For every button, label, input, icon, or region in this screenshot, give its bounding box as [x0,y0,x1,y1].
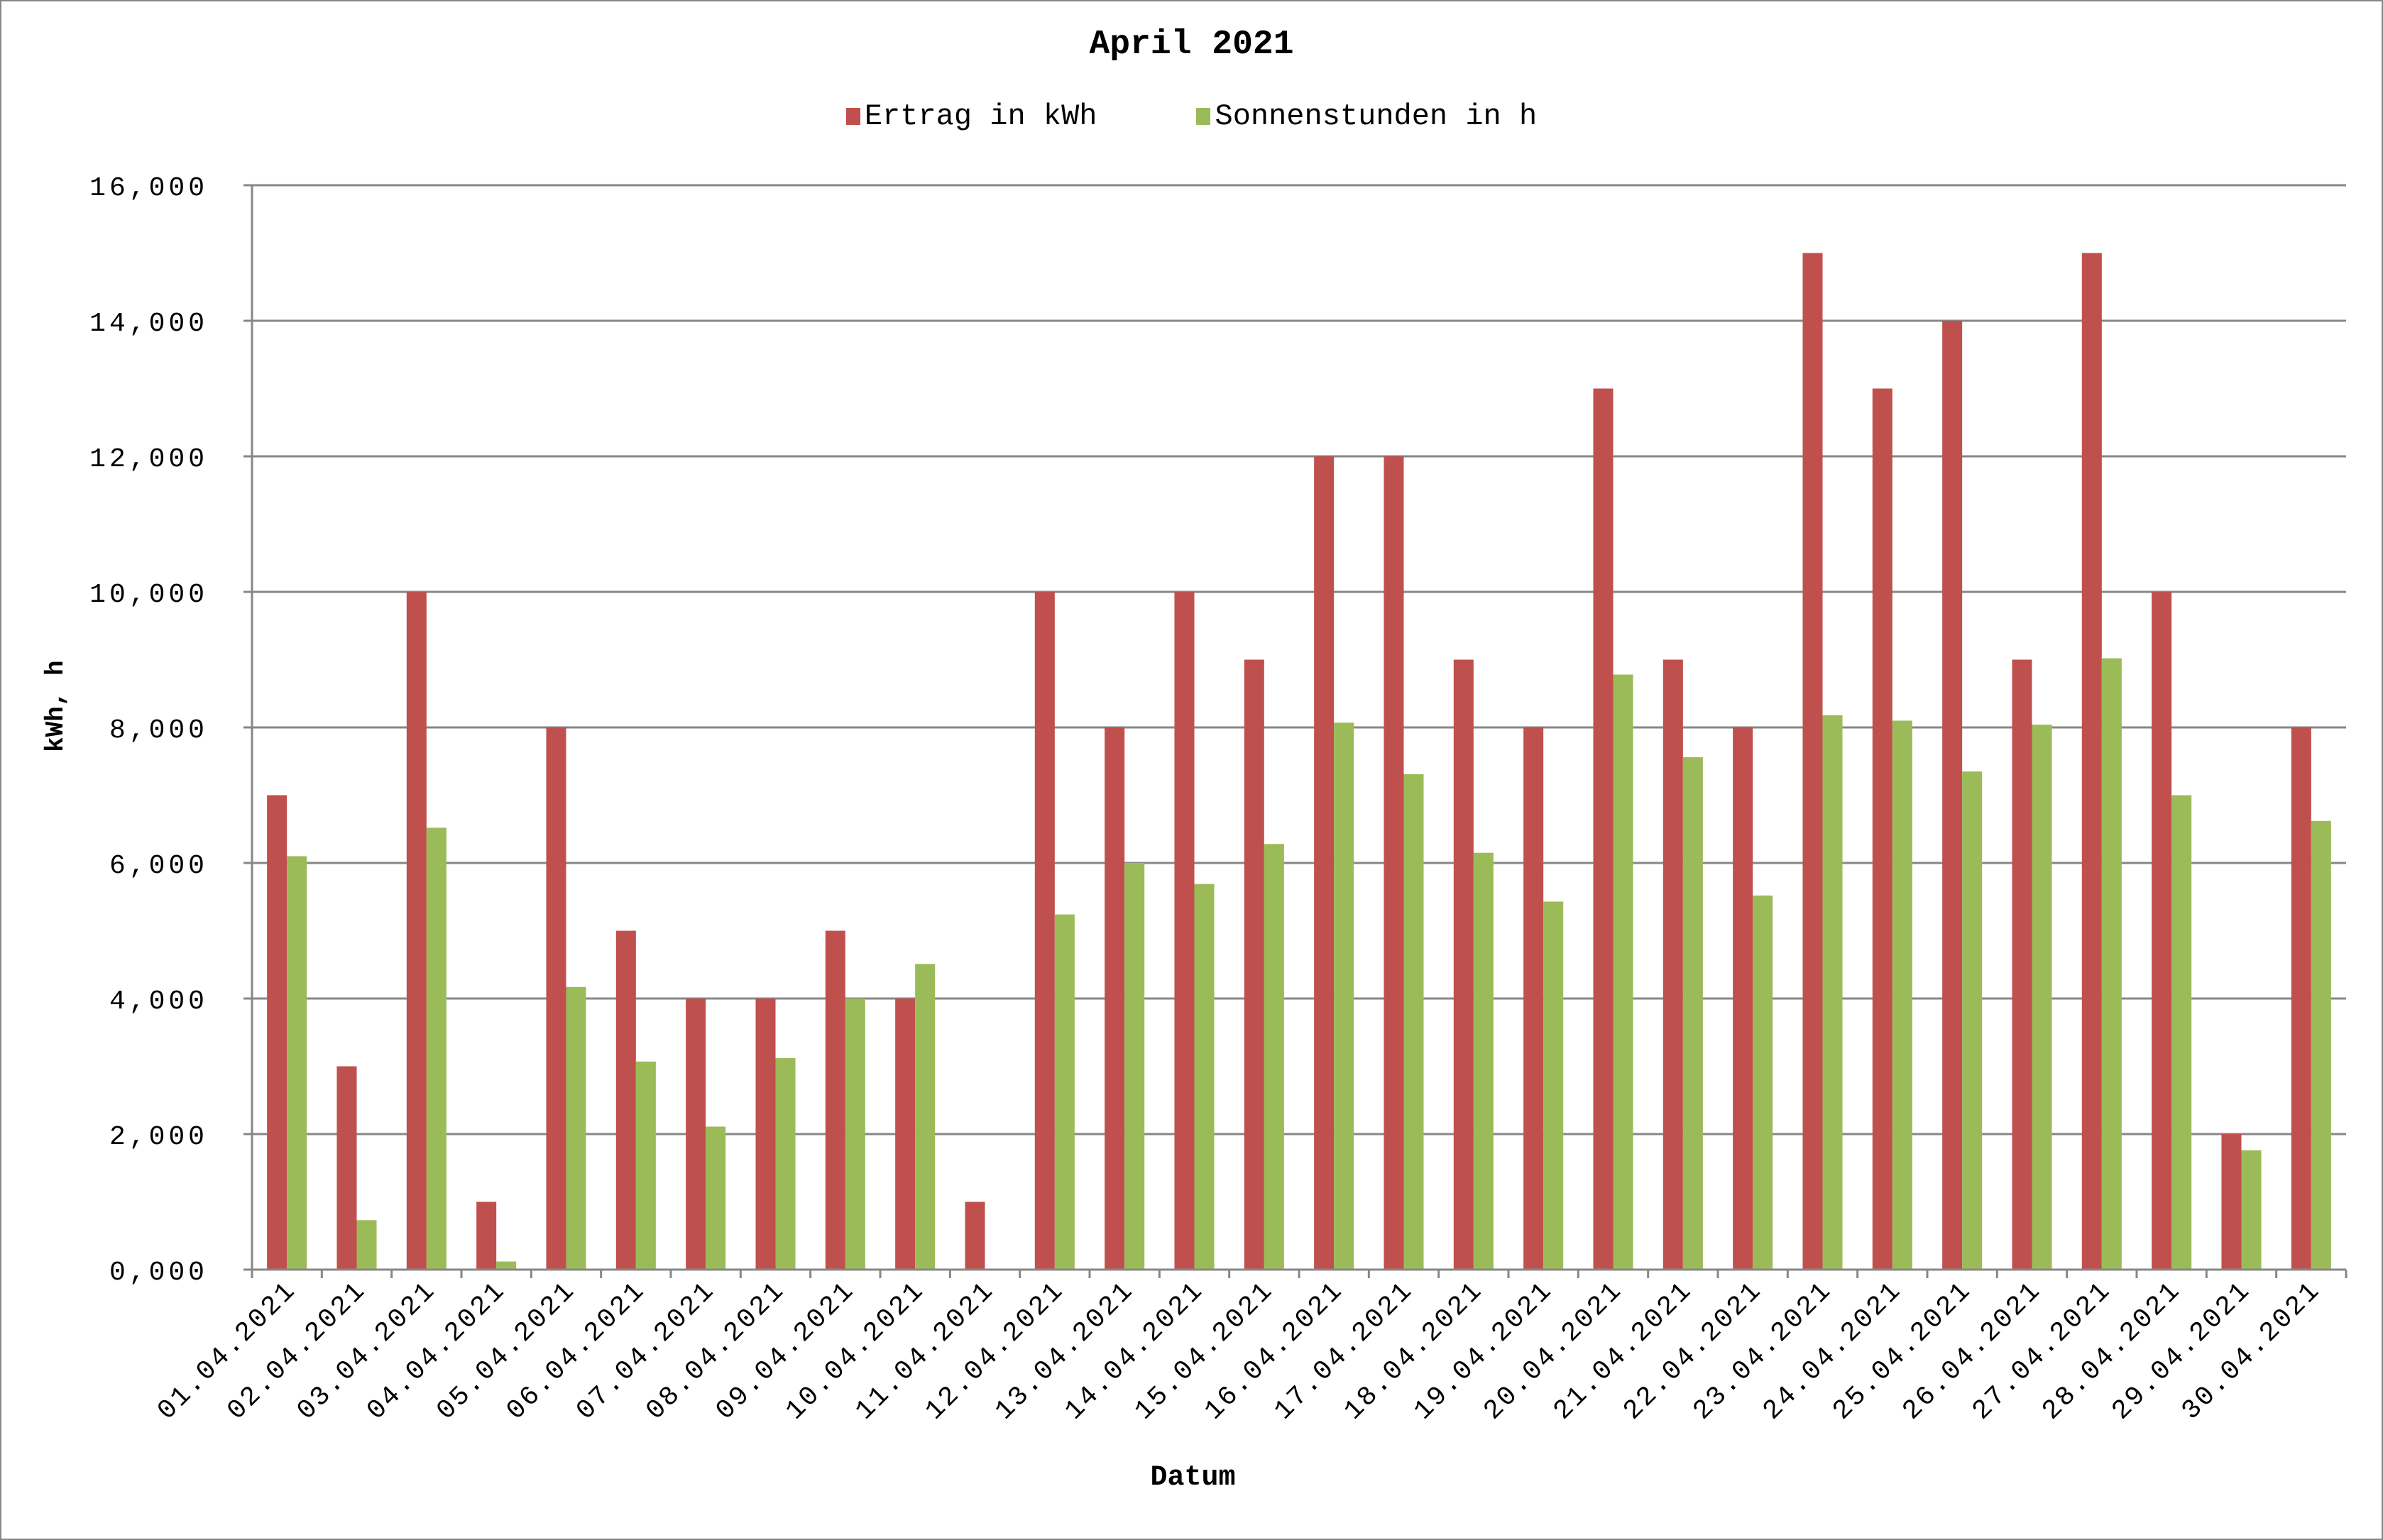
bar-sonnenstunden[interactable] [287,856,307,1270]
legend-item-ertrag[interactable]: Ertrag in kWh [845,99,1097,133]
bar-sonnenstunden[interactable] [2241,1150,2262,1270]
y-tick-label: 8,000 [109,715,208,746]
bar-ertrag[interactable] [755,999,776,1270]
bar-sonnenstunden[interactable] [845,999,865,1270]
y-tick-label: 10,000 [89,580,208,610]
bar-sonnenstunden[interactable] [566,986,586,1270]
y-tick-label: 4,000 [109,986,208,1017]
bar-ertrag[interactable] [406,592,427,1270]
legend-label-sonnenstunden: Sonnenstunden in h [1215,99,1538,133]
bar-ertrag[interactable] [895,999,916,1270]
bar-sonnenstunden[interactable] [1613,674,1633,1270]
bar-ertrag[interactable] [825,930,845,1270]
bar-ertrag[interactable] [476,1201,497,1270]
bar-sonnenstunden[interactable] [1264,844,1284,1270]
bar-sonnenstunden[interactable] [1473,852,1494,1270]
bar-ertrag[interactable] [1593,388,1614,1270]
y-tick-label: 16,000 [89,173,208,204]
bar-sonnenstunden[interactable] [1334,722,1354,1270]
bar-ertrag[interactable] [2081,253,2102,1270]
bar-ertrag[interactable] [615,930,636,1270]
bar-ertrag[interactable] [1174,592,1195,1270]
bar-ertrag[interactable] [965,1201,985,1270]
bar-ertrag[interactable] [2221,1134,2242,1270]
bar-ertrag[interactable] [1872,388,1892,1270]
bar-sonnenstunden[interactable] [2101,658,2122,1270]
bar-sonnenstunden[interactable] [1403,774,1424,1270]
bar-ertrag[interactable] [1523,727,1544,1270]
legend-swatch-ertrag [845,108,860,125]
y-tick-label: 14,000 [89,309,208,339]
bar-ertrag[interactable] [1384,456,1404,1270]
bar-sonnenstunden[interactable] [1892,720,1912,1270]
legend-swatch-sonnenstunden [1196,108,1211,125]
bar-ertrag[interactable] [1662,659,1683,1270]
legend-item-sonnenstunden[interactable]: Sonnenstunden in h [1196,99,1537,133]
bar-ertrag[interactable] [1314,456,1335,1270]
bar-ertrag[interactable] [1244,659,1264,1270]
bar-ertrag[interactable] [1733,727,1753,1270]
bar-sonnenstunden[interactable] [775,1058,796,1270]
bar-sonnenstunden[interactable] [1682,757,1703,1270]
bar-sonnenstunden[interactable] [706,1126,726,1270]
bar-ertrag[interactable] [1034,592,1055,1270]
bar-ertrag[interactable] [2291,727,2311,1270]
y-tick-label: 6,000 [109,851,208,881]
y-tick-label: 2,000 [109,1122,208,1153]
bar-sonnenstunden[interactable] [2171,795,2192,1270]
chart-title: April 2021 [1089,26,1294,64]
bar-sonnenstunden[interactable] [1124,863,1145,1270]
bar-ertrag[interactable] [2152,592,2172,1270]
bar-ertrag[interactable] [2012,659,2032,1270]
bar-sonnenstunden[interactable] [2032,725,2052,1270]
bar-ertrag[interactable] [686,999,706,1270]
x-axis-label: Datum [1150,1462,1236,1494]
legend-label-ertrag: Ertrag in kWh [864,99,1097,133]
y-tick-label: 12,000 [89,444,208,475]
bar-sonnenstunden[interactable] [2311,820,2331,1270]
bar-sonnenstunden[interactable] [1753,895,1773,1270]
bar-sonnenstunden[interactable] [496,1261,517,1270]
bar-ertrag[interactable] [1105,727,1125,1270]
bar-sonnenstunden[interactable] [1194,884,1215,1270]
bar-ertrag[interactable] [546,727,566,1270]
bar-sonnenstunden[interactable] [915,964,936,1270]
bar-ertrag[interactable] [267,795,287,1270]
bar-ertrag[interactable] [1802,253,1823,1270]
legend: Ertrag in kWh Sonnenstunden in h [0,99,2383,133]
bar-sonnenstunden[interactable] [356,1220,377,1270]
bar-sonnenstunden[interactable] [635,1061,656,1270]
y-tick-label: 0,000 [109,1258,208,1288]
bar-ertrag[interactable] [336,1066,357,1270]
bar-sonnenstunden[interactable] [1822,715,1843,1270]
bar-ertrag[interactable] [1942,321,1963,1270]
bar-sonnenstunden[interactable] [1543,901,1564,1270]
bar-sonnenstunden[interactable] [1054,914,1075,1270]
bar-ertrag[interactable] [1453,659,1474,1270]
bar-sonnenstunden[interactable] [426,827,447,1270]
bar-sonnenstunden[interactable] [1962,771,1983,1270]
